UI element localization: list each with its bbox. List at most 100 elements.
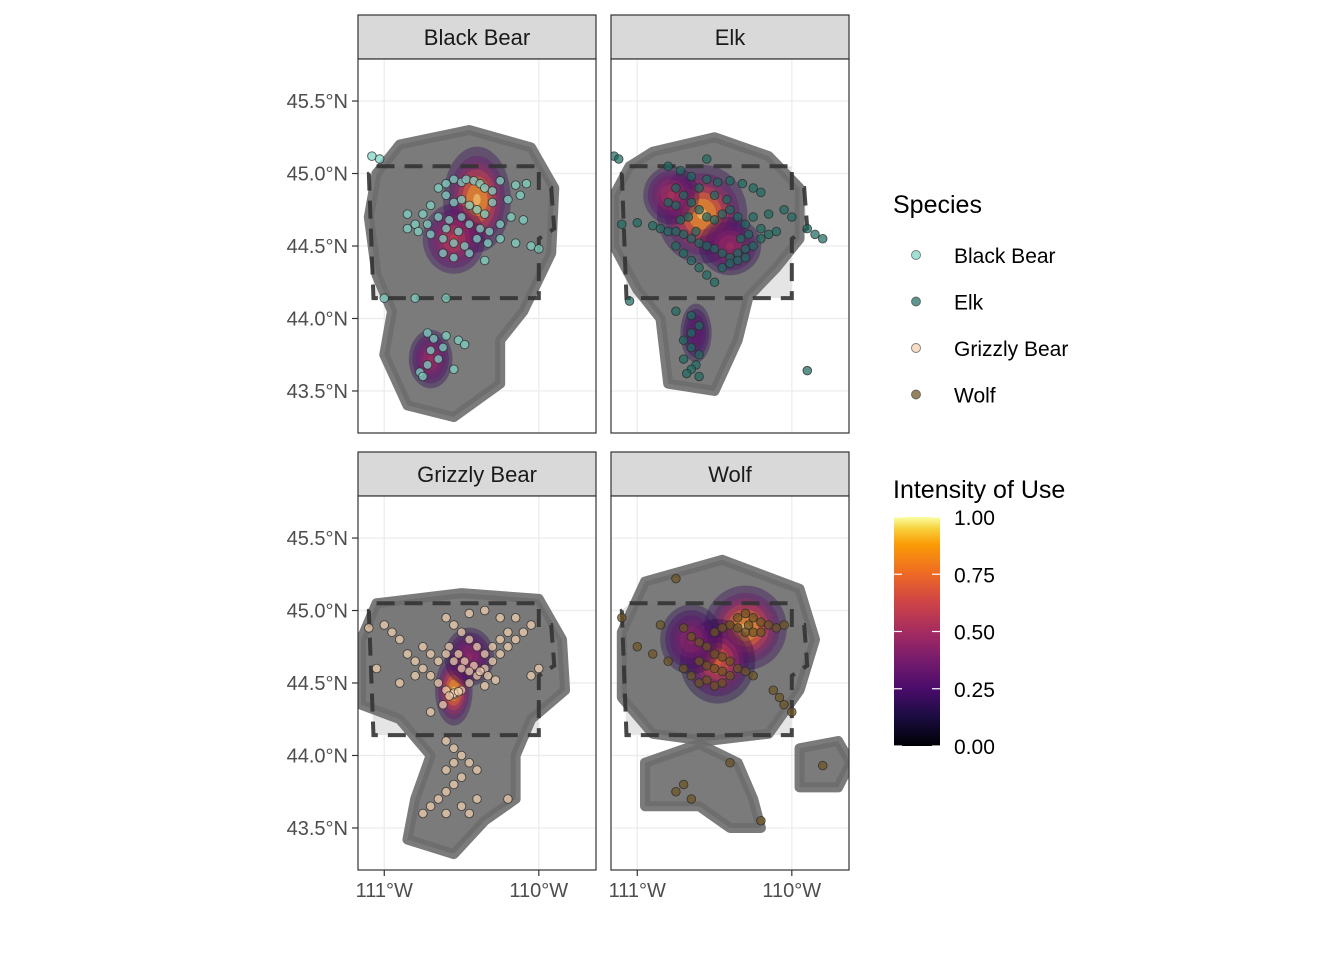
y-tick-label: 44.5°N: [287, 673, 348, 695]
data-point: [686, 328, 697, 338]
data-point: [748, 671, 758, 681]
study-area-outline: [366, 601, 557, 738]
data-point: [725, 656, 735, 667]
data-point: [869, 217, 878, 226]
data-point: [456, 194, 467, 205]
data-point: [686, 794, 697, 804]
data-point: [483, 671, 493, 681]
data-point: [617, 613, 627, 623]
data-point: [425, 671, 436, 681]
data-point: [740, 252, 751, 263]
data-point: [671, 573, 681, 584]
colorbar-tick-label: 0.00: [954, 736, 995, 759]
data-point: [510, 180, 521, 190]
data-point: [732, 613, 743, 623]
data-point: [394, 634, 405, 645]
data-point: [743, 229, 754, 240]
y-tick-label: 45.5°N: [287, 528, 348, 550]
data-point: [678, 354, 689, 364]
facet-strip: [357, 451, 597, 497]
data-point: [678, 248, 689, 258]
x-tick-label: 111°W: [356, 880, 413, 902]
facet-strip: [357, 14, 597, 60]
data-point: [422, 219, 433, 230]
y-tick-label: 45.0°N: [287, 164, 348, 186]
data-point: [464, 608, 475, 619]
data-point: [425, 345, 436, 356]
facet-elk: Elk: [610, 14, 882, 434]
data-point: [740, 666, 751, 677]
data-point: [425, 229, 436, 240]
data-point: [495, 176, 505, 186]
facets-layer: Black Bear Elk Grizzly Bear Wolf: [357, 14, 882, 871]
panel-content: [611, 496, 849, 870]
data-point: [873, 213, 882, 222]
data-point: [709, 190, 720, 201]
legend-key-wolf: [911, 389, 921, 400]
data-point: [732, 623, 743, 633]
facet-grizzly-bear: Grizzly Bear: [357, 451, 597, 871]
data-point: [464, 248, 475, 258]
panel-border: [610, 58, 850, 434]
data-point: [449, 656, 459, 667]
data-point: [526, 620, 536, 630]
data-point: [678, 335, 689, 345]
data-point: [490, 675, 501, 685]
data-point: [686, 255, 697, 266]
density-contour: [643, 166, 700, 225]
data-point: [449, 252, 459, 263]
data-point: [694, 371, 704, 382]
facet-black-bear: Black Bear: [357, 14, 597, 434]
data-point: [686, 631, 697, 642]
data-point: [678, 623, 689, 633]
range-area: [611, 132, 805, 396]
data-point: [387, 627, 397, 638]
data-point: [487, 656, 498, 667]
panel-content: [358, 496, 596, 870]
data-point: [518, 627, 529, 638]
data-point: [487, 197, 498, 208]
data-point: [678, 190, 689, 201]
x-tick-label: 110°W: [509, 880, 568, 902]
y-tick-label: 43.5°N: [287, 381, 348, 403]
data-point: [449, 364, 459, 374]
y-axis: 43.5°N 44.0°N 44.5°N 45.0°N 45.5°N 43.5°N 44.0…: [287, 91, 358, 840]
data-point: [438, 248, 448, 258]
data-point: [694, 349, 704, 360]
data-point: [686, 171, 697, 182]
data-point: [379, 620, 390, 630]
data-point: [433, 354, 444, 364]
data-point: [472, 765, 482, 775]
data-point: [675, 165, 686, 176]
facet-strip-label: Black Bear: [424, 25, 530, 50]
data-point: [717, 248, 728, 258]
data-point: [479, 681, 490, 691]
facet-strip-label: Wolf: [708, 462, 752, 487]
legend-intensity-title: Intensity of Use: [893, 476, 1065, 504]
data-point: [725, 671, 735, 681]
data-point: [456, 212, 467, 222]
data-point: [438, 234, 448, 244]
data-point: [787, 707, 797, 717]
data-point: [671, 200, 681, 211]
data-point: [410, 671, 420, 681]
data-point: [464, 808, 475, 819]
data-point: [418, 209, 428, 219]
data-point: [438, 699, 448, 710]
data-point: [394, 678, 405, 688]
data-point: [464, 219, 475, 230]
data-point: [802, 365, 813, 376]
data-point: [402, 209, 413, 219]
study-area-outline: [366, 164, 557, 301]
data-point: [472, 205, 482, 215]
data-point: [763, 209, 774, 219]
data-point: [510, 613, 521, 623]
data-point: [717, 666, 728, 677]
data-point: [479, 649, 490, 659]
data-point: [787, 212, 797, 222]
density-contour: [443, 146, 511, 253]
data-point: [503, 194, 513, 205]
data-point: [425, 649, 436, 659]
